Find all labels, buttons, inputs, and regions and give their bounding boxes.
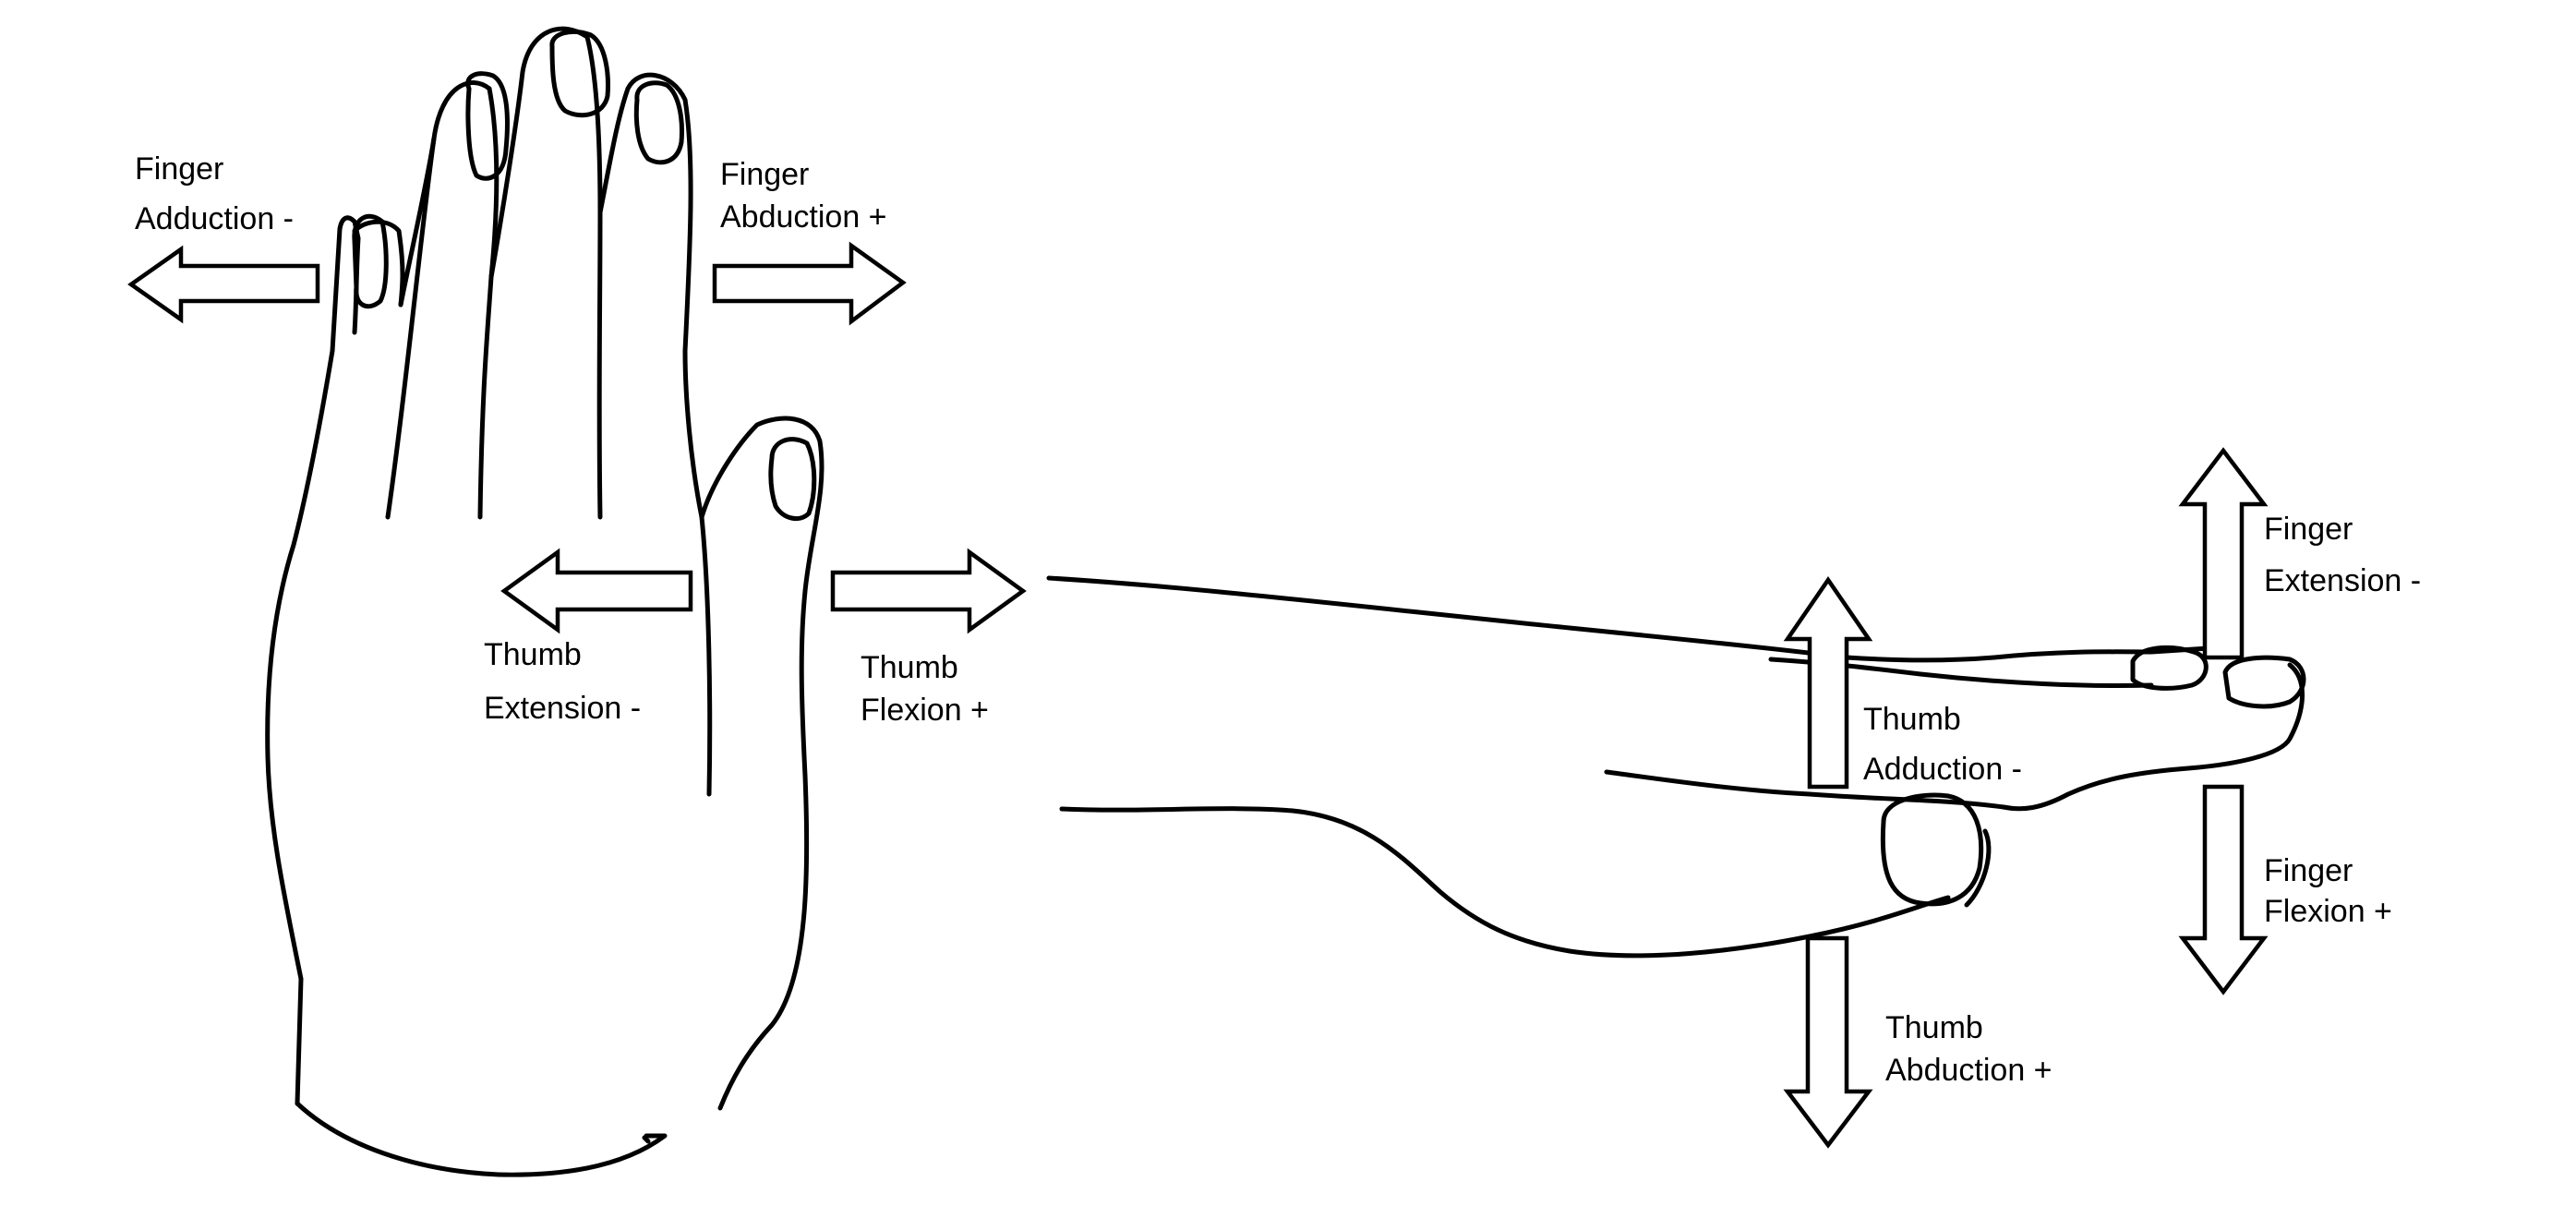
thumb-adduction-arrow — [1783, 576, 1873, 790]
finger-abduction-label: Finger Abduction + — [720, 157, 887, 235]
thumb-extension-label: Thumb Extension - — [484, 637, 641, 726]
thumb-abduction-arrow — [1783, 935, 1873, 1149]
thumb-abduction-label: Thumb Abduction + — [1885, 1010, 2052, 1088]
finger-adduction-arrow — [127, 245, 320, 324]
dorsal-hand-drawing — [265, 26, 825, 1177]
finger-extension-arrow — [2178, 447, 2269, 660]
finger-flexion-arrow — [2178, 784, 2269, 995]
finger-extension-label: Finger Extension - — [2264, 512, 2421, 598]
thumb-extension-arrow — [500, 548, 693, 634]
thumb-adduction-label: Thumb Adduction - — [1863, 702, 2022, 787]
finger-flexion-label: Finger Flexion + — [2264, 853, 2392, 929]
thumb-flexion-label: Thumb Flexion + — [861, 650, 989, 728]
finger-abduction-arrow — [712, 241, 907, 326]
lateral-hand-drawing — [1046, 575, 2306, 959]
thumb-flexion-arrow — [830, 548, 1027, 634]
finger-adduction-label: Finger Adduction - — [135, 151, 294, 236]
